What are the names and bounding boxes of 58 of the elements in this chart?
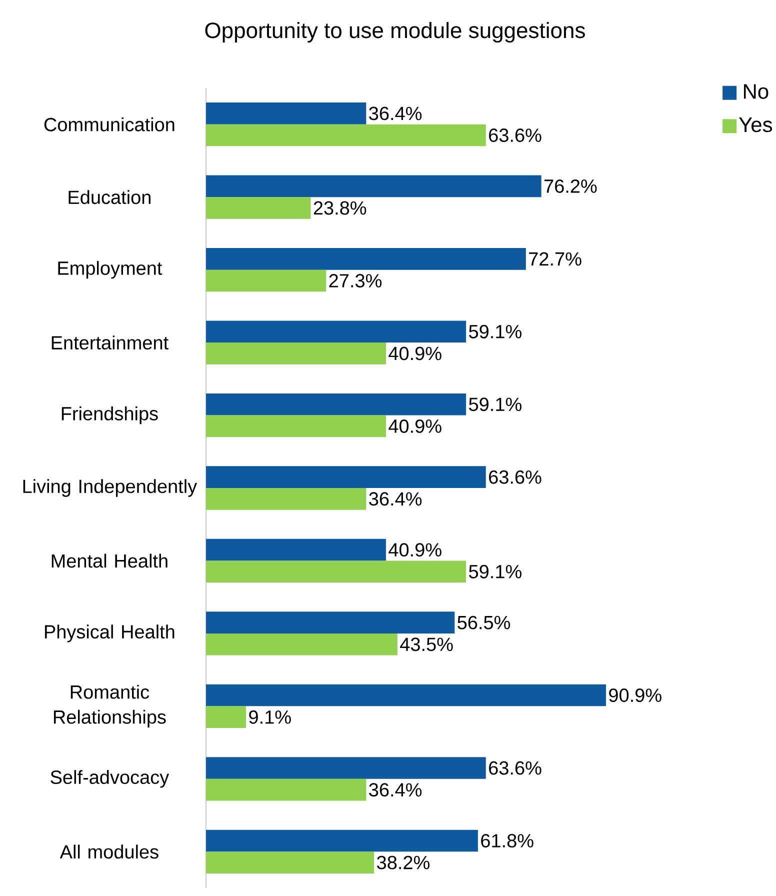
data-label: 59.1%	[469, 324, 522, 338]
y-tick-label: Living Independently	[23, 479, 198, 497]
data-label: 63.6%	[489, 470, 542, 484]
legend-label: No	[744, 84, 768, 99]
data-label: 27.3%	[329, 274, 382, 288]
data-label: 76.2%	[544, 179, 597, 193]
bar	[206, 538, 386, 561]
data-label: 63.6%	[489, 761, 542, 775]
bar	[206, 778, 366, 801]
bar	[206, 488, 366, 510]
data-label: 36.4%	[369, 106, 422, 120]
y-tick-label: Entertainment	[52, 336, 168, 350]
bar	[206, 102, 366, 124]
y-tick-label: All modules	[60, 844, 158, 859]
data-label: 56.5%	[458, 616, 510, 630]
bar	[206, 320, 466, 343]
data-label: 40.9%	[388, 346, 442, 360]
y-tick-label: Physical Health	[45, 624, 174, 642]
chart-title: Opportunity to use module suggestions	[205, 22, 585, 43]
data-label: 40.9%	[388, 419, 442, 433]
bar	[206, 612, 455, 634]
bar	[206, 830, 478, 852]
bar	[206, 757, 486, 779]
bar	[206, 706, 246, 728]
y-tick-label: Self-advocacy	[50, 770, 170, 788]
data-label: 40.9%	[388, 543, 442, 557]
bar	[206, 684, 606, 706]
data-label: 59.1%	[469, 564, 522, 578]
y-tick-label: Education	[68, 190, 150, 204]
legend-label: Yes	[739, 118, 772, 132]
bar	[206, 342, 386, 364]
bar	[206, 197, 311, 219]
data-label: 61.8%	[481, 834, 534, 848]
data-label: 9.1%	[249, 710, 291, 724]
data-label: 23.8%	[314, 201, 366, 215]
y-tick-label: Mental Health	[52, 554, 168, 568]
data-label: 38.2%	[377, 856, 430, 870]
data-label: 36.4%	[369, 783, 422, 797]
bar	[206, 248, 526, 270]
bar	[206, 124, 486, 146]
bar	[206, 270, 326, 292]
bar	[206, 175, 542, 198]
bar	[206, 466, 486, 488]
y-tick-label: Employment	[58, 260, 162, 279]
data-label: 43.5%	[400, 638, 453, 652]
bar	[206, 633, 398, 656]
bar	[206, 560, 466, 583]
data-label: 63.6%	[489, 128, 542, 142]
data-label: 59.1%	[469, 398, 522, 412]
bar	[206, 393, 466, 416]
y-tick-label: Romantic Relationships	[54, 684, 166, 728]
y-tick-label: Communication	[44, 117, 174, 132]
y-tick-label: Friendships	[62, 406, 158, 424]
bar	[206, 852, 374, 874]
data-label: 36.4%	[369, 492, 422, 506]
data-label: 90.9%	[609, 688, 662, 702]
data-label: 72.7%	[529, 252, 582, 266]
bar	[206, 415, 386, 438]
